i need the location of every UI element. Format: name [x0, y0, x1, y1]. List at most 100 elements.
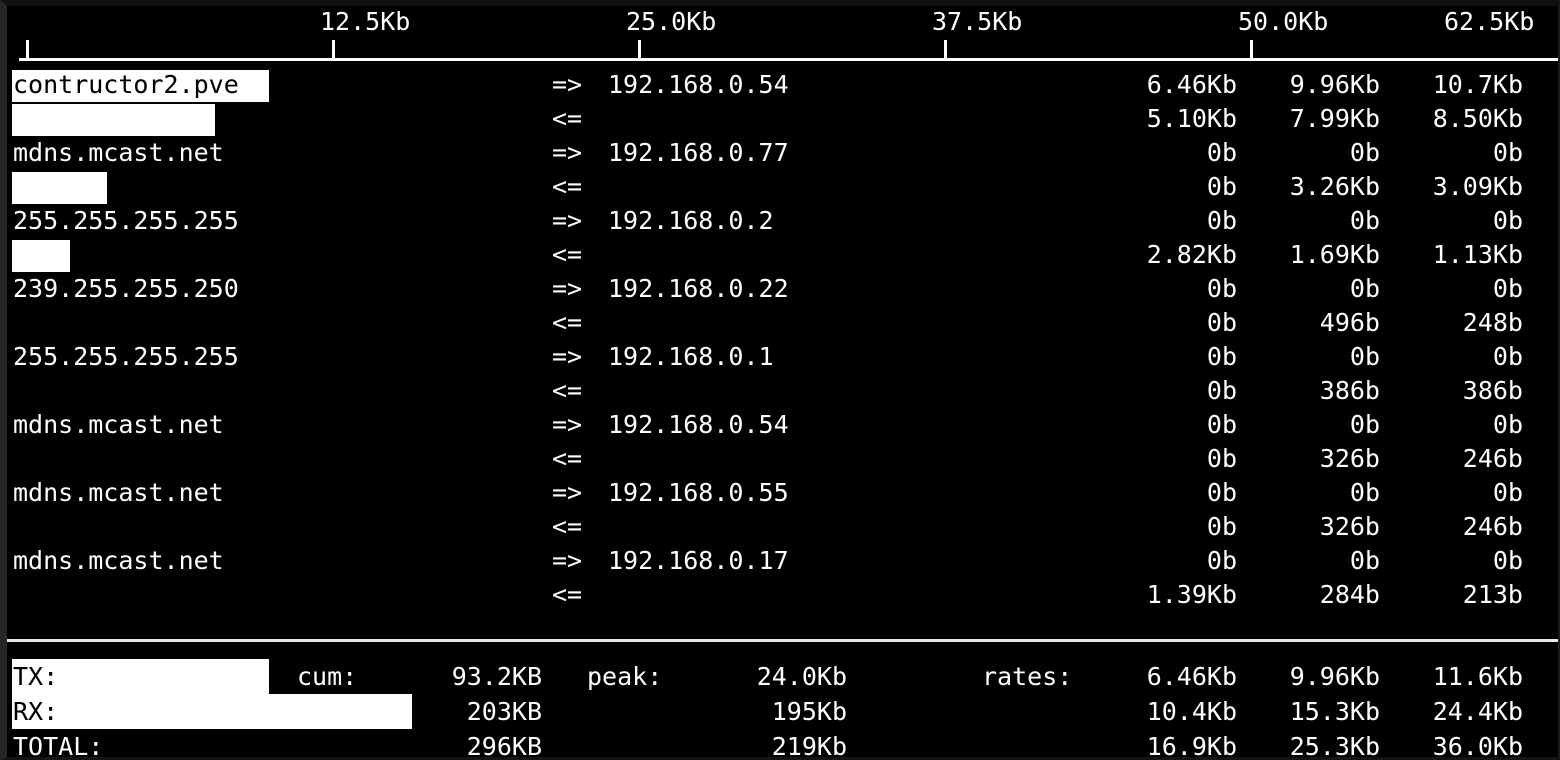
scale-label-0: 12.5Kb [320, 7, 411, 36]
direction-arrow-tx: => [552, 342, 583, 371]
rate-value-3: 10.7Kb [1432, 70, 1523, 99]
connection-row-rx[interactable]: <= 0b 326b 246b [7, 442, 1558, 476]
summary-footer: TX: cum: peak: rates: 93.2KB 24.0Kb 6.46Kb 9.96… [7, 659, 1558, 760]
cum-label: cum: [297, 662, 358, 691]
rate-value-1: 0b [1206, 308, 1237, 337]
bandwidth-bar-tx [12, 70, 269, 102]
connection-row-rx[interactable]: <= 0b 386b 386b [7, 374, 1558, 408]
connection-row-rx[interactable]: <= 0b 496b 248b [7, 306, 1558, 340]
connection-table[interactable]: contructor2.pve => 192.168.0.54 6.46Kb 9.96K… [7, 68, 1558, 630]
rate-value-2: 0b [1349, 546, 1380, 575]
direction-arrow-rx: <= [552, 376, 583, 405]
connection-row-tx[interactable]: contructor2.pve => 192.168.0.54 6.46Kb 9.96K… [7, 68, 1558, 102]
rate-value-1: 2.82Kb [1146, 240, 1237, 269]
scale-axis-line [19, 58, 1558, 61]
scale-label-2: 37.5Kb [932, 7, 1023, 36]
peer-address: 192.168.0.1 [608, 342, 774, 371]
rate-value-3: 0b [1492, 546, 1523, 575]
rate-value-2: 0b [1349, 478, 1380, 507]
connection-row-rx[interactable]: <= 2.82Kb 1.69Kb 1.13Kb [7, 238, 1558, 272]
rate-value-1: 0b [1206, 512, 1237, 541]
rate-value-1: 5.10Kb [1146, 104, 1237, 133]
peak-value: 219Kb [771, 732, 847, 760]
summary-bar [12, 659, 269, 694]
rate-value-2: 9.96Kb [1289, 70, 1380, 99]
host-name: mdns.mcast.net [13, 478, 224, 507]
rate-value-1: 0b [1206, 546, 1237, 575]
direction-arrow-rx: <= [552, 444, 583, 473]
connection-row-tx[interactable]: 239.255.255.250 => 192.168.0.22 0b 0b 0b [7, 272, 1558, 306]
rate-value-3: 3.09Kb [1432, 172, 1523, 201]
rates-label: rates: [982, 662, 1073, 691]
direction-arrow-rx: <= [552, 512, 583, 541]
summary-rate-1: 6.46Kb [1146, 662, 1237, 691]
peak-value: 24.0Kb [756, 662, 847, 691]
bandwidth-bar-rx [12, 172, 107, 204]
rate-value-2: 284b [1319, 580, 1380, 609]
host-name: mdns.mcast.net [13, 138, 224, 167]
scale-tick-1 [638, 40, 641, 60]
rate-value-3: 0b [1492, 138, 1523, 167]
summary-row: RX: 203KB 195Kb 10.4Kb 15.3Kb 24.4Kb [7, 694, 1558, 729]
rate-value-3: 246b [1462, 444, 1523, 473]
summary-rate-2: 25.3Kb [1289, 732, 1380, 760]
rate-value-3: 0b [1492, 410, 1523, 439]
rate-value-1: 0b [1206, 410, 1237, 439]
connection-row-tx[interactable]: mdns.mcast.net => 192.168.0.54 0b 0b 0b [7, 408, 1558, 442]
direction-arrow-tx: => [552, 206, 583, 235]
connection-row-tx[interactable]: mdns.mcast.net => 192.168.0.55 0b 0b 0b [7, 476, 1558, 510]
rate-value-2: 326b [1319, 512, 1380, 541]
direction-arrow-tx: => [552, 274, 583, 303]
rate-value-3: 213b [1462, 580, 1523, 609]
peak-label: peak: [587, 662, 663, 691]
rate-value-2: 7.99Kb [1289, 104, 1380, 133]
summary-rate-1: 10.4Kb [1146, 697, 1237, 726]
summary-rate-3: 36.0Kb [1432, 732, 1523, 760]
connection-row-tx[interactable]: 255.255.255.255 => 192.168.0.2 0b 0b 0b [7, 204, 1558, 238]
connection-row-rx[interactable]: <= 5.10Kb 7.99Kb 8.50Kb [7, 102, 1558, 136]
rate-value-3: 0b [1492, 342, 1523, 371]
connection-row-rx[interactable]: <= 0b 3.26Kb 3.09Kb [7, 170, 1558, 204]
scale-label-3: 50.0Kb [1238, 7, 1329, 36]
host-name: 255.255.255.255 [13, 206, 239, 235]
rate-value-1: 0b [1206, 376, 1237, 405]
connection-row-rx[interactable]: <= 0b 326b 246b [7, 510, 1558, 544]
summary-rate-3: 11.6Kb [1432, 662, 1523, 691]
scale-tick-3 [1250, 40, 1253, 60]
host-name: contructor2.pve [13, 70, 239, 99]
rate-value-2: 0b [1349, 342, 1380, 371]
connection-row-rx[interactable]: <= 1.39Kb 284b 213b [7, 578, 1558, 612]
bandwidth-bar-rx [12, 104, 215, 136]
rate-value-2: 0b [1349, 274, 1380, 303]
rate-value-1: 0b [1206, 444, 1237, 473]
bandwidth-bar-rx [12, 240, 70, 272]
rate-value-1: 0b [1206, 274, 1237, 303]
peer-address: 192.168.0.22 [608, 274, 789, 303]
rate-value-2: 326b [1319, 444, 1380, 473]
connection-row-tx[interactable]: mdns.mcast.net => 192.168.0.17 0b 0b 0b [7, 544, 1558, 578]
summary-rate-2: 9.96Kb [1289, 662, 1380, 691]
rate-value-1: 0b [1206, 342, 1237, 371]
summary-rate-3: 24.4Kb [1432, 697, 1523, 726]
rate-value-1: 0b [1206, 206, 1237, 235]
scale-label-4: 62.5Kb [1444, 7, 1535, 36]
rate-value-1: 0b [1206, 478, 1237, 507]
peer-address: 192.168.0.54 [608, 70, 789, 99]
summary-row-label: TOTAL: [13, 732, 104, 760]
connection-row-tx[interactable]: mdns.mcast.net => 192.168.0.77 0b 0b 0b [7, 136, 1558, 170]
scale-label-1: 25.0Kb [626, 7, 717, 36]
rate-value-3: 0b [1492, 206, 1523, 235]
rate-value-2: 0b [1349, 410, 1380, 439]
rate-value-1: 0b [1206, 138, 1237, 167]
rate-value-1: 6.46Kb [1146, 70, 1237, 99]
summary-row-label: RX: [13, 697, 59, 726]
summary-row: TX: cum: peak: rates: 93.2KB 24.0Kb 6.46Kb 9.96… [7, 659, 1558, 694]
direction-arrow-rx: <= [552, 308, 583, 337]
connection-row-tx[interactable]: 255.255.255.255 => 192.168.0.1 0b 0b 0b [7, 340, 1558, 374]
direction-arrow-rx: <= [552, 240, 583, 269]
host-name: mdns.mcast.net [13, 410, 224, 439]
scale-tick-0 [332, 40, 335, 60]
peer-address: 192.168.0.17 [608, 546, 789, 575]
peer-address: 192.168.0.54 [608, 410, 789, 439]
